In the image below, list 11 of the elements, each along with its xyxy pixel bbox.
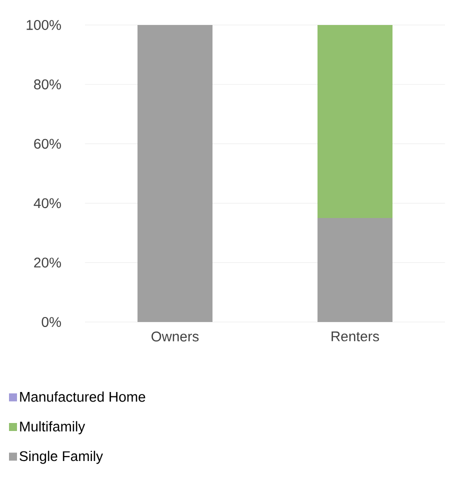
x-tick-label: Renters bbox=[332, 332, 379, 342]
y-tick-label: 60% bbox=[34, 138, 61, 149]
y-tick-label: 40% bbox=[34, 198, 61, 208]
y-tick-label: 0% bbox=[42, 317, 61, 327]
legend-label: Manufactured Home bbox=[20, 392, 146, 402]
y-tick-label: 80% bbox=[34, 79, 61, 90]
y-tick-label: 100% bbox=[26, 20, 61, 30]
x-tick-label: Owners bbox=[152, 332, 199, 342]
legend-label: Multifamily bbox=[20, 421, 86, 434]
legend-label: Single Family bbox=[20, 450, 103, 464]
y-tick-label: 20% bbox=[34, 258, 61, 268]
